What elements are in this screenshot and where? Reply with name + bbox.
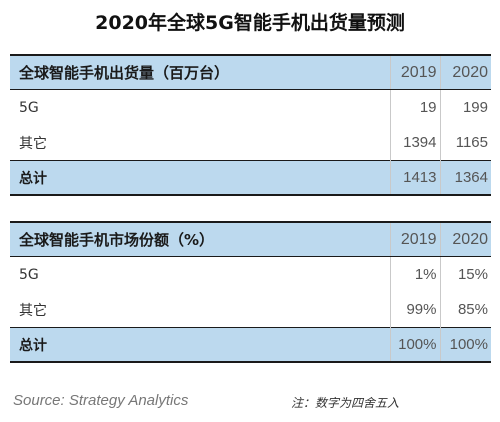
page-title: 2020年全球5G智能手机出货量预测 [95, 12, 405, 34]
total-row: 总计 1413 1364 [10, 160, 491, 196]
total-row: 总计 100% 100% [10, 327, 491, 363]
cell-value: 85% [439, 292, 491, 328]
year-header: 2020 [439, 221, 491, 257]
total-value: 100% [389, 327, 440, 363]
cell-value: 199 [439, 89, 491, 125]
row-label: 其它 [10, 292, 390, 328]
total-label: 总计 [10, 327, 390, 363]
row-label: 5G [10, 89, 390, 125]
cell-value: 1394 [389, 125, 440, 161]
cell-value: 1165 [439, 125, 491, 161]
row-label: 其它 [10, 125, 390, 161]
total-value: 1364 [439, 160, 491, 196]
year-header: 2019 [389, 221, 440, 257]
cell-value: 19 [389, 89, 440, 125]
table-header-label: 全球智能手机出货量（百万台） [10, 54, 390, 90]
year-header: 2020 [439, 54, 491, 90]
rounding-note: 注：数字为四舍五入 [291, 396, 400, 410]
shipments-table: 全球智能手机出货量（百万台） 2019 2020 5G 19 199 其它 13… [10, 54, 491, 196]
cell-value: 15% [439, 256, 491, 292]
total-value: 100% [439, 327, 491, 363]
total-label: 总计 [10, 160, 390, 196]
table-row: 5G 19 199 [10, 89, 491, 125]
cell-value: 99% [389, 292, 440, 328]
table-row: 其它 99% 85% [10, 292, 491, 328]
table-row: 其它 1394 1165 [10, 125, 491, 161]
table-header-row: 全球智能手机市场份额（%） 2019 2020 [10, 221, 491, 257]
total-value: 1413 [389, 160, 440, 196]
year-header: 2019 [389, 54, 440, 90]
market-share-table: 全球智能手机市场份额（%） 2019 2020 5G 1% 15% 其它 99%… [10, 221, 491, 363]
table-header-label: 全球智能手机市场份额（%） [10, 221, 390, 257]
source-credit: Source: Strategy Analytics [13, 392, 189, 409]
table-header-row: 全球智能手机出货量（百万台） 2019 2020 [10, 54, 491, 90]
table-row: 5G 1% 15% [10, 256, 491, 292]
row-label: 5G [10, 256, 390, 292]
cell-value: 1% [389, 256, 440, 292]
